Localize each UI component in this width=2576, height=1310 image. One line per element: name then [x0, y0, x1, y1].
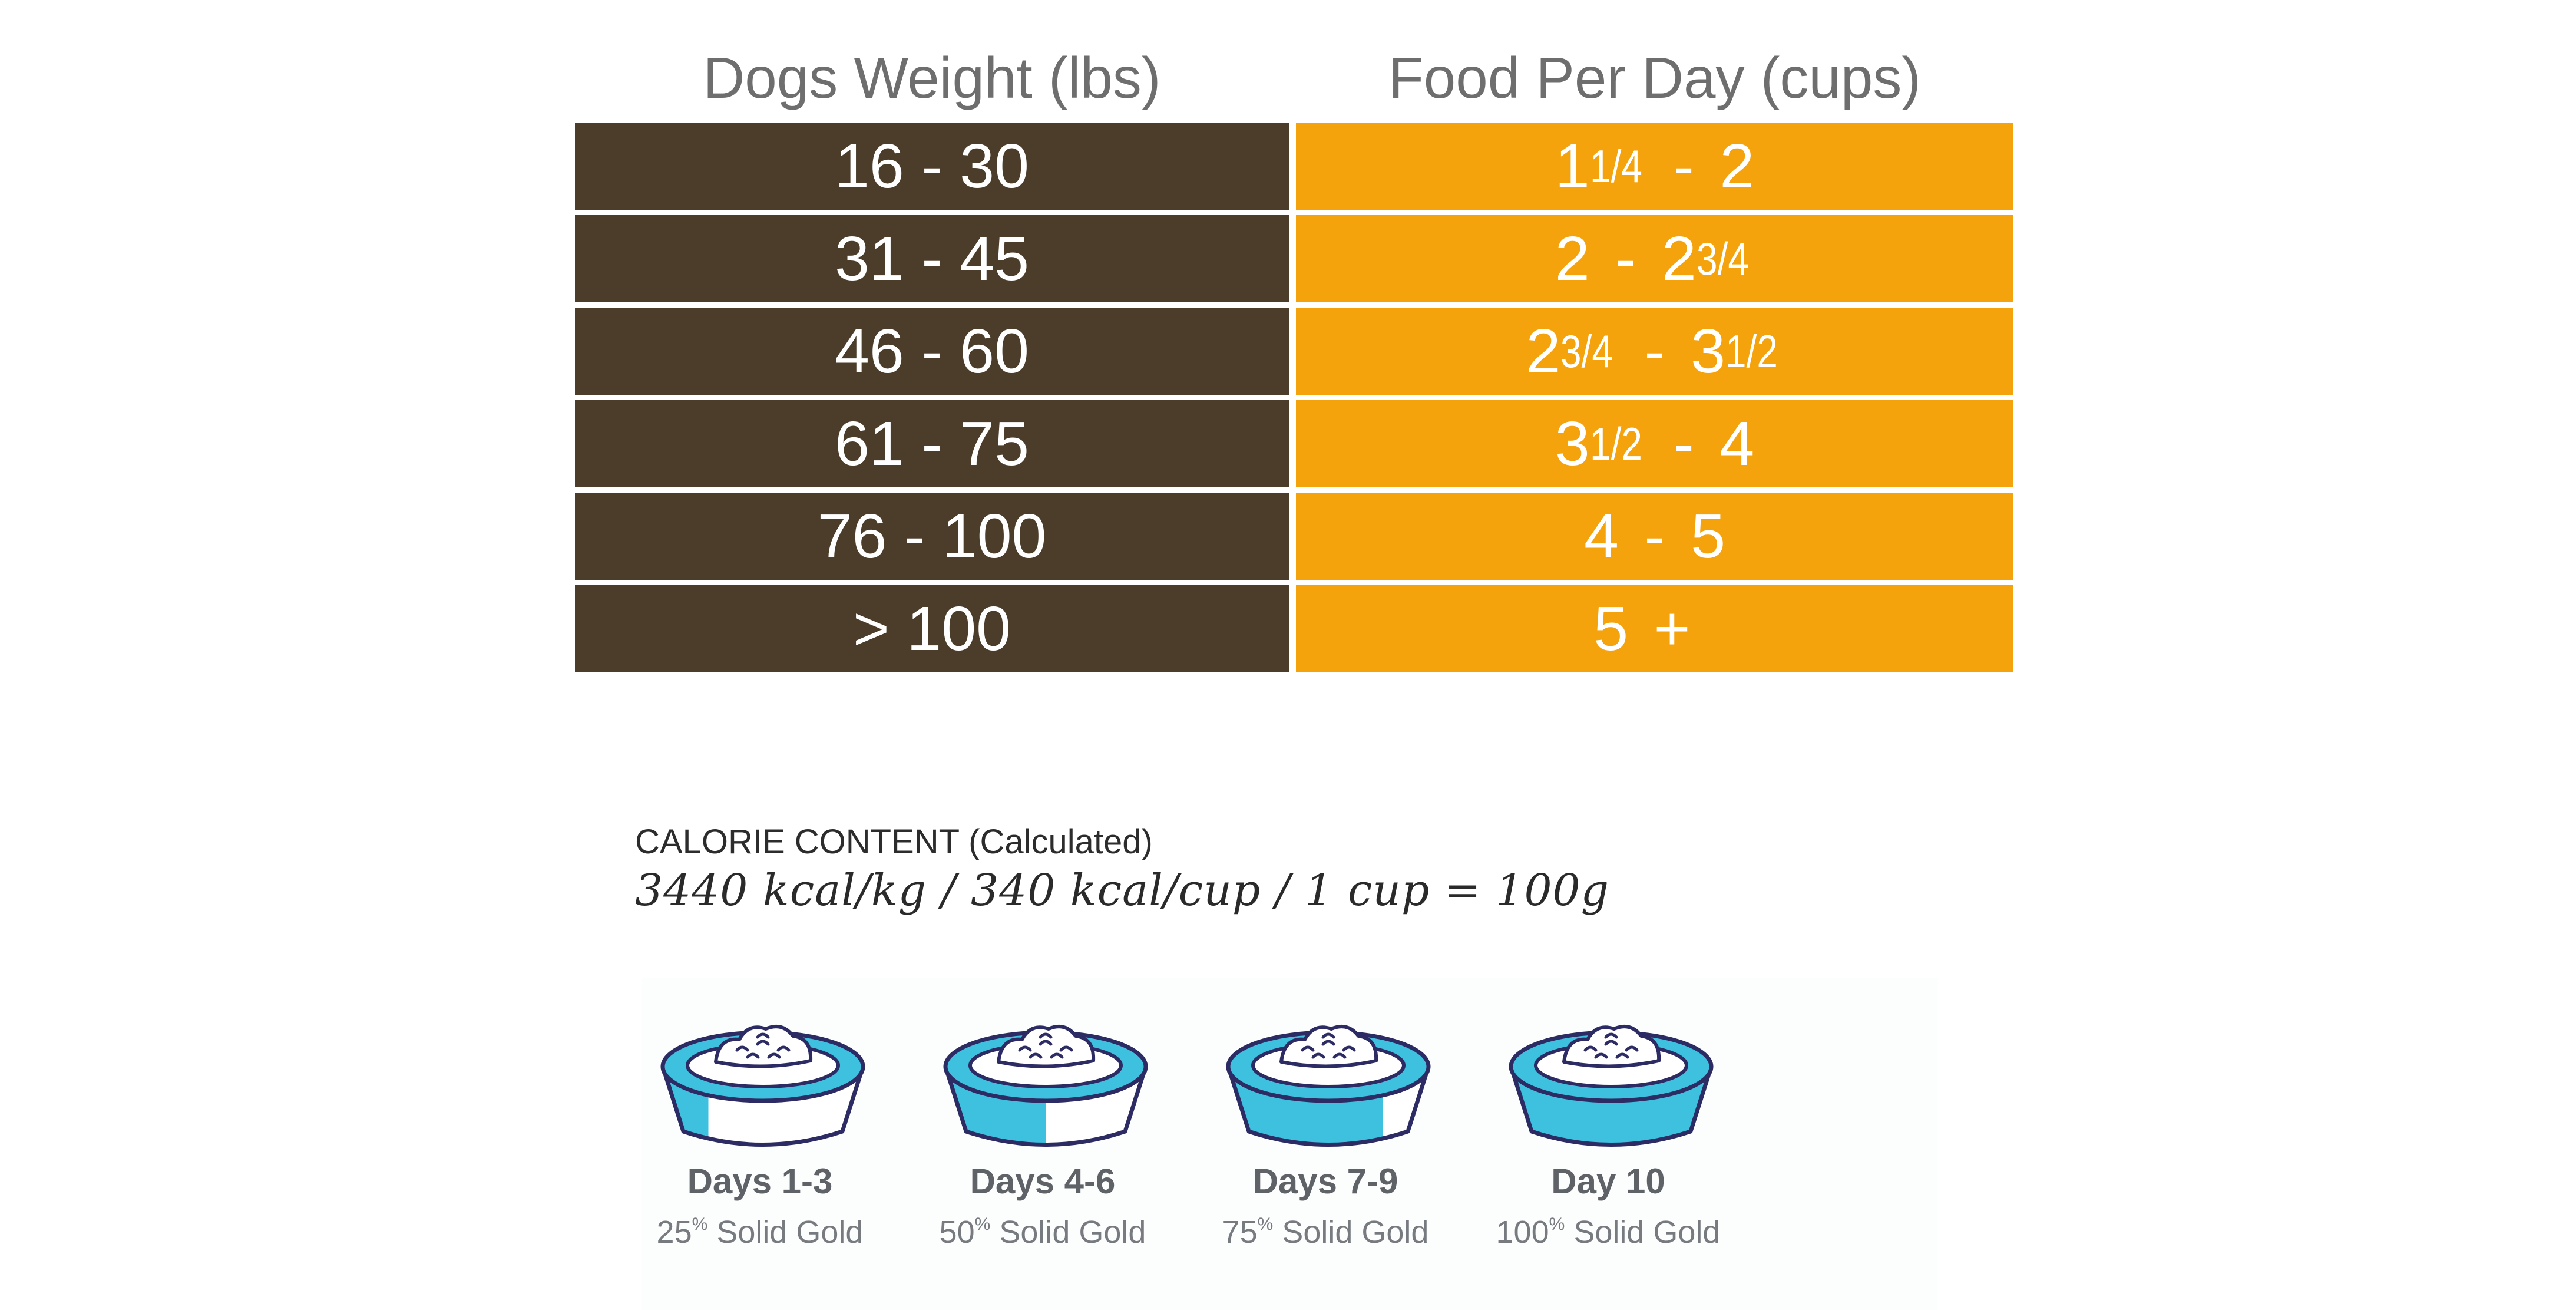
weight-column-header: Dogs Weight (lbs) — [703, 45, 1161, 110]
percent-sign: % — [1257, 1215, 1274, 1234]
food-range-end: 3 — [1691, 316, 1726, 386]
weight-cell: 46 - 60 — [575, 308, 1289, 395]
food-range-start: 2 — [1526, 316, 1561, 386]
weight-cell: > 100 — [575, 585, 1289, 672]
percent-sign: % — [1549, 1215, 1565, 1234]
food-range-separator: - — [1626, 501, 1683, 571]
food-range-end: 2 — [1661, 224, 1697, 293]
food-range-start-fraction: 3/4 — [1560, 325, 1613, 377]
transition-day-label: Days 1-3 — [687, 1161, 833, 1201]
food-bowl-icon — [1509, 1025, 1714, 1147]
product-name: Solid Gold — [1273, 1215, 1429, 1250]
food-cell: 1 1/4 - 2 — [1296, 123, 2013, 210]
food-range-end-fraction: 3/4 — [1696, 233, 1749, 285]
transition-schedule: Days 1-3 25% Solid Gold Days 4-6 50% Solid … — [642, 978, 1938, 1310]
transition-step: Days 1-3 25% Solid Gold — [619, 978, 901, 1310]
food-range-end-fraction: 1/2 — [1725, 325, 1778, 377]
food-range-start: 1 — [1555, 131, 1590, 201]
food-range-start: 2 — [1555, 224, 1590, 293]
food-range-start: 4 — [1583, 501, 1619, 571]
food-cell: 2 3/4 - 3 1/2 — [1296, 308, 2013, 395]
transition-percent-label: 100% Solid Gold — [1467, 1214, 1750, 1250]
transition-day-label: Days 7-9 — [1252, 1161, 1398, 1201]
food-cell: 3 1/2 - 4 — [1296, 400, 2013, 487]
food-range-start: 5 — [1593, 594, 1629, 664]
transition-percent-label: 25% Solid Gold — [619, 1214, 901, 1250]
food-range-start: 3 — [1555, 409, 1590, 479]
food-range-end: 4 — [1719, 409, 1755, 479]
transition-step: Days 4-6 50% Solid Gold — [901, 978, 1184, 1310]
food-bowl-icon — [660, 1025, 865, 1147]
food-range-start-fraction: 1/4 — [1589, 140, 1642, 192]
weight-cell: 31 - 45 — [575, 215, 1289, 302]
percent-value: 75 — [1222, 1215, 1258, 1250]
food-range-start-fraction: 1/2 — [1589, 418, 1642, 470]
transition-day-label: Day 10 — [1551, 1161, 1665, 1201]
food-bowl-icon — [943, 1025, 1148, 1147]
transition-step: Days 7-9 75% Solid Gold — [1184, 978, 1467, 1310]
percent-sign: % — [974, 1215, 991, 1234]
percent-value: 100 — [1496, 1215, 1549, 1250]
weight-cell: 16 - 30 — [575, 123, 1289, 210]
calorie-content-values: 3440 kcal/kg / 340 kcal/cup / 1 cup = 10… — [635, 865, 1609, 916]
food-bowl-icon — [1226, 1025, 1431, 1147]
food-range-separator: - — [1598, 224, 1654, 293]
percent-value: 50 — [939, 1215, 975, 1250]
weight-cell: 61 - 75 — [575, 400, 1289, 487]
food-range-separator: - — [1656, 409, 1712, 479]
food-range-separator: - — [1626, 316, 1683, 386]
product-name: Solid Gold — [707, 1215, 864, 1250]
percent-sign: % — [692, 1215, 708, 1234]
transition-percent-label: 50% Solid Gold — [901, 1214, 1184, 1250]
food-range-end: 5 — [1691, 501, 1726, 571]
weight-cell: 76 - 100 — [575, 493, 1289, 580]
product-name: Solid Gold — [990, 1215, 1146, 1250]
product-name: Solid Gold — [1565, 1215, 1721, 1250]
percent-value: 25 — [656, 1215, 692, 1250]
food-range-end: 2 — [1719, 131, 1755, 201]
food-column-header: Food Per Day (cups) — [1388, 45, 1922, 110]
food-range-separator: + — [1636, 594, 1708, 664]
calorie-content-label: CALORIE CONTENT (Calculated) — [635, 823, 1153, 861]
transition-day-label: Days 4-6 — [970, 1161, 1116, 1201]
transition-percent-label: 75% Solid Gold — [1184, 1214, 1467, 1250]
food-cell: 2 - 2 3/4 — [1296, 215, 2013, 302]
food-cell: 4 - 5 — [1296, 493, 2013, 580]
food-range-separator: - — [1656, 131, 1712, 201]
transition-step: Day 10 100% Solid Gold — [1467, 978, 1750, 1310]
food-cell: 5 + — [1296, 585, 2013, 672]
